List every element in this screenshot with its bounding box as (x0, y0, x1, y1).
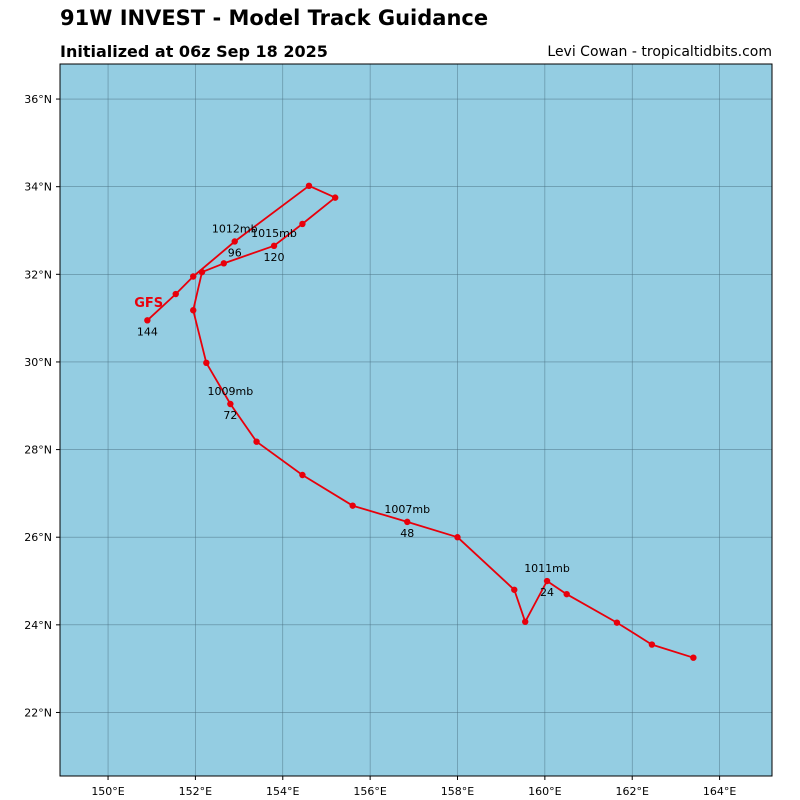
lat-lon-grid (60, 64, 772, 776)
lon-tick-label: 152°E (179, 785, 212, 798)
track-point (511, 586, 518, 593)
track-point (270, 242, 278, 250)
lon-tick-label: 162°E (615, 785, 648, 798)
lat-tick-label: 36°N (24, 93, 52, 106)
lat-tick-label: 30°N (24, 356, 52, 369)
track-point (331, 194, 339, 201)
track-point (227, 400, 234, 408)
credit-text: Levi Cowan - tropicaltidbits.com (547, 44, 772, 60)
map-title: 91W INVEST - Model Track Guidance (60, 6, 489, 30)
track-point (543, 577, 551, 585)
map-frame (59, 63, 773, 777)
lat-tick-label: 26°N (24, 531, 52, 544)
lon-tick-label: 156°E (353, 785, 386, 798)
track-point (190, 273, 197, 280)
track-point (305, 182, 313, 190)
track-point (454, 534, 461, 541)
track-point (172, 290, 179, 298)
init-time: Initialized at 06z Sep 18 2025 (60, 42, 328, 61)
forecast-hour-label: 24 (540, 586, 554, 599)
pressure-label: 1012mb (212, 222, 258, 235)
track-point (299, 471, 306, 479)
track-point (563, 590, 570, 598)
lon-tick-label: 154°E (266, 785, 299, 798)
track-point (690, 654, 697, 661)
track-point (220, 260, 228, 267)
lat-tick-label: 24°N (24, 619, 52, 632)
track-point (522, 618, 529, 625)
lat-tick-label: 22°N (24, 706, 52, 719)
lat-tick-label: 28°N (24, 444, 52, 457)
forecast-hour-label: 144 (137, 325, 158, 338)
forecast-hour-label: 72 (223, 409, 237, 422)
lon-tick-label: 164°E (703, 785, 736, 798)
track-point (144, 317, 151, 324)
pressure-label: 1009mb (208, 385, 254, 398)
forecast-hour-label: 48 (400, 527, 414, 540)
track-point (231, 238, 238, 245)
ocean-background (59, 63, 773, 777)
track-point (299, 220, 306, 228)
lon-tick-label: 158°E (441, 785, 474, 798)
forecast-hour-label: 120 (264, 251, 285, 264)
track-point (404, 518, 411, 526)
track-point (349, 502, 356, 509)
model-tracks: 1011mb 24 1007mb 48 1009mb 72 1012mb 96 1015mb 12… (134, 182, 697, 661)
track-point (613, 619, 621, 626)
forecast-hour-label: 96 (228, 246, 242, 259)
track-point (203, 359, 210, 367)
lon-tick-label: 150°E (91, 785, 124, 798)
pressure-label: 1011mb (524, 562, 570, 575)
pressure-label: 1015mb (251, 227, 297, 240)
track-point (198, 268, 206, 276)
model-label: GFS (134, 296, 163, 311)
axis-ticks: 150°E 152°E 154°E 156°E 158°E 160°E 162°E 164°E… (24, 93, 736, 798)
pressure-label: 1007mb (384, 503, 430, 516)
track-point (253, 438, 260, 445)
lon-tick-label: 160°E (528, 785, 561, 798)
track-point (648, 641, 656, 648)
lat-tick-label: 34°N (24, 181, 52, 194)
lat-tick-label: 32°N (24, 268, 52, 281)
track-point (190, 307, 197, 314)
